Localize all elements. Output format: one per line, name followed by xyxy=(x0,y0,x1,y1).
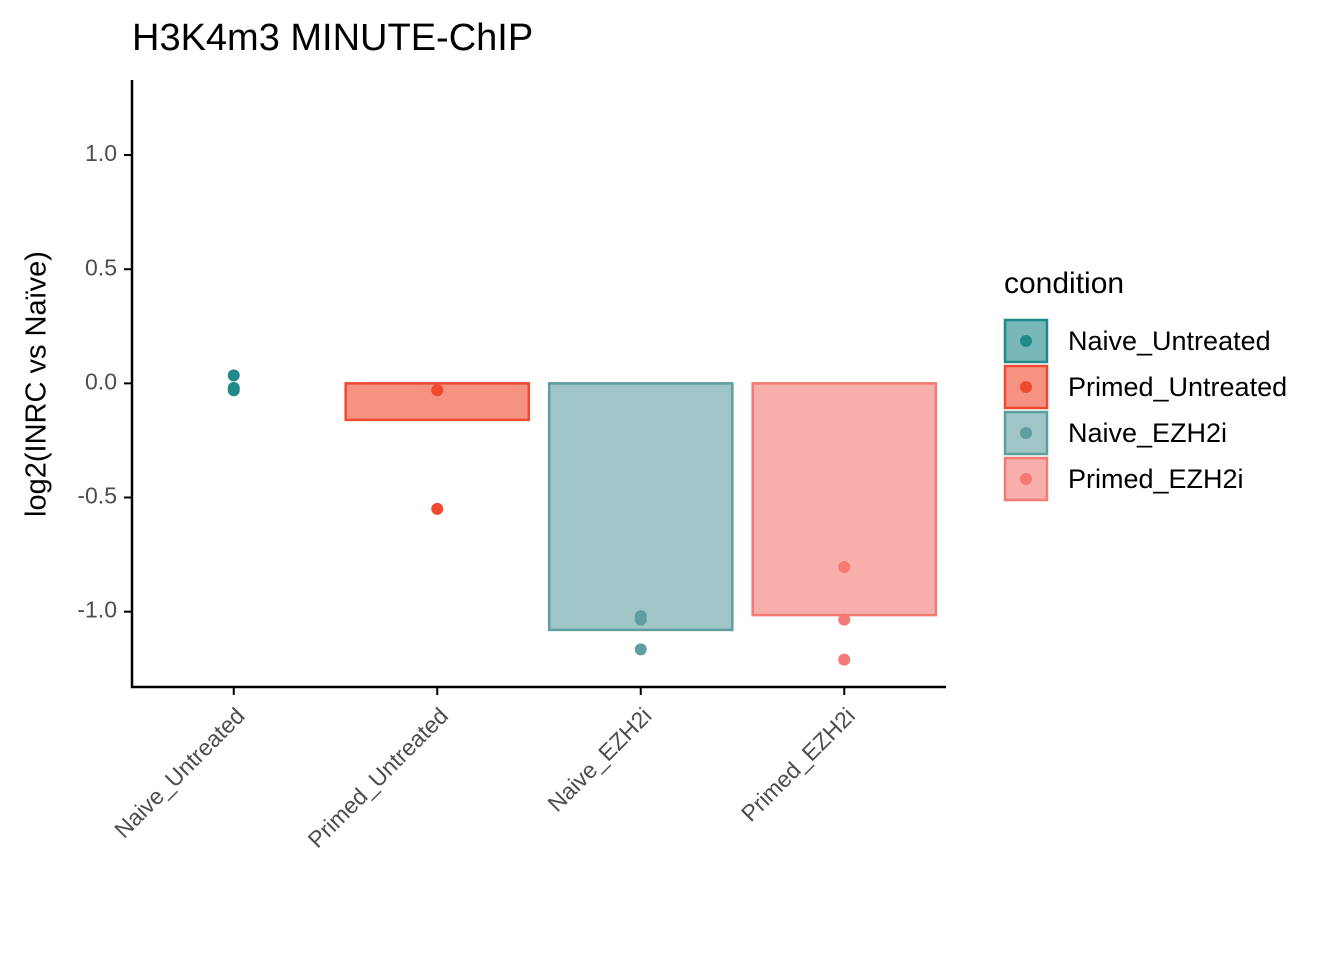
legend-point xyxy=(1020,381,1032,393)
bar xyxy=(751,382,938,617)
data-point xyxy=(634,613,647,626)
x-tick-label: Naive_Untreated xyxy=(109,702,249,842)
y-axis-label: log2(INRC vs Naïve) xyxy=(21,251,53,517)
legend-label: Primed_EZH2i xyxy=(1068,464,1244,494)
legend-label: Naive_Untreated xyxy=(1068,326,1271,356)
chart-title: H3K4m3 MINUTE-ChIP xyxy=(132,17,533,59)
legend-point xyxy=(1020,335,1032,347)
legend-label: Primed_Untreated xyxy=(1068,372,1287,402)
legend-point xyxy=(1020,427,1032,439)
data-point xyxy=(431,502,444,515)
legend-label: Naive_EZH2i xyxy=(1068,418,1227,448)
data-point xyxy=(838,613,851,626)
y-tick-label: -1.0 xyxy=(77,597,117,623)
y-tick-label: -0.5 xyxy=(77,483,117,509)
x-tick-label: Primed_EZH2i xyxy=(736,702,860,826)
y-tick-label: 0.5 xyxy=(85,254,117,280)
bar xyxy=(547,382,734,632)
data-point xyxy=(838,561,851,574)
y-tick-label: 1.0 xyxy=(85,140,117,166)
legend-title: condition xyxy=(1004,267,1124,300)
legend-key xyxy=(1003,410,1049,456)
data-point xyxy=(227,369,240,382)
data-point xyxy=(634,643,647,656)
data-point xyxy=(838,653,851,666)
x-tick-label: Naive_EZH2i xyxy=(542,702,656,816)
x-tick-label: Primed_Untreated xyxy=(303,702,453,852)
data-point xyxy=(431,384,444,397)
data-point xyxy=(227,384,240,397)
y-tick-label: 0.0 xyxy=(85,368,117,394)
legend-point xyxy=(1020,473,1032,485)
